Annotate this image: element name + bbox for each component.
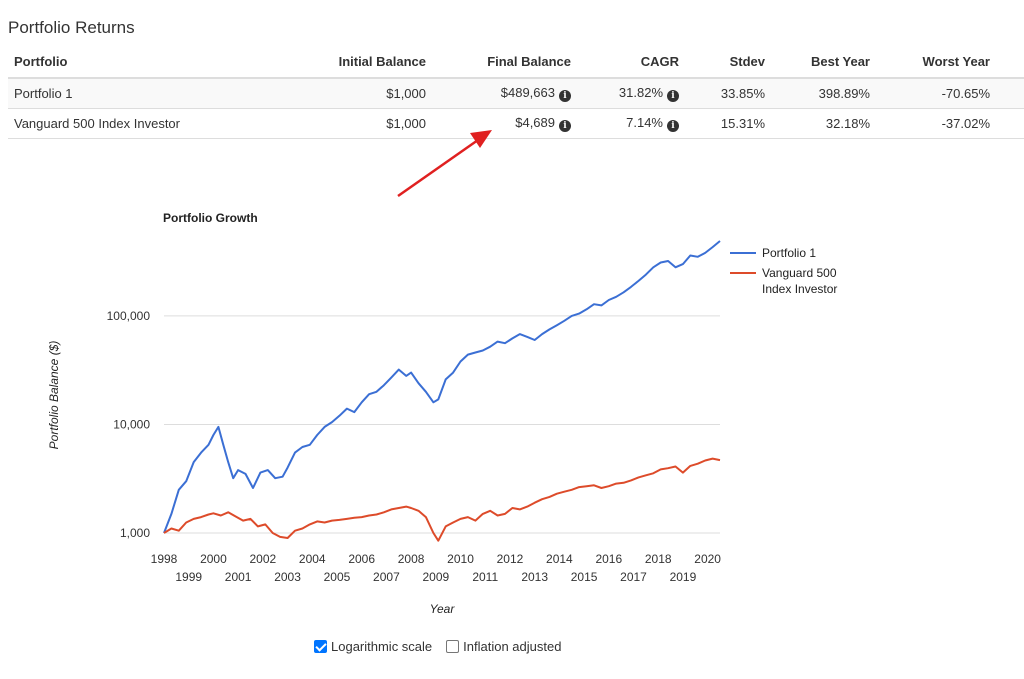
x-tick-label: 2002 xyxy=(249,552,276,566)
logarithmic-scale-checkbox[interactable] xyxy=(314,640,327,653)
best-year: 398.89% xyxy=(771,78,876,109)
x-tick-label: 2000 xyxy=(200,552,227,566)
chart-legend: Portfolio 1 Vanguard 500 Index Investor xyxy=(730,245,852,301)
info-icon[interactable]: i xyxy=(559,119,571,132)
portfolio-name: Vanguard 500 Index Investor xyxy=(8,108,238,139)
cagr: 31.82% xyxy=(618,84,663,100)
cagr-cell: 7.14% i xyxy=(577,108,685,139)
header-initial-balance: Initial Balance xyxy=(238,46,432,79)
y-tick-label: 1,000 xyxy=(120,526,150,540)
x-tick-label: 2017 xyxy=(620,570,647,584)
table-row: Vanguard 500 Index Investor $1,000 $4,68… xyxy=(8,108,1024,139)
legend-swatch xyxy=(730,272,756,274)
x-tick-label: 2014 xyxy=(546,552,573,566)
info-icon[interactable]: i xyxy=(559,89,571,102)
x-tick-label: 2016 xyxy=(595,552,622,566)
header-final-balance: Final Balance xyxy=(432,46,577,79)
portfolio-returns-table: Portfolio Initial Balance Final Balance … xyxy=(8,46,1024,139)
inflation-adjusted-option[interactable]: Inflation adjusted xyxy=(446,639,561,654)
legend-label: Portfolio 1 xyxy=(762,246,817,260)
final-balance-cell: $4,689 i xyxy=(432,108,577,139)
y-tick-label: 100,000 xyxy=(107,309,151,323)
y-tick-label: 10,000 xyxy=(113,417,150,431)
legend-label: Vanguard 500 Index Investor xyxy=(762,266,838,296)
initial-balance: $1,000 xyxy=(238,78,432,109)
y-axis-label: Portfolio Balance ($) xyxy=(47,341,61,450)
x-tick-label: 2005 xyxy=(324,570,351,584)
final-balance: $4,689 xyxy=(515,114,555,130)
x-tick-label: 2013 xyxy=(521,570,548,584)
inflation-adjusted-checkbox[interactable] xyxy=(446,640,460,653)
initial-balance: $1,000 xyxy=(238,108,432,139)
inflation-adjusted-label: Inflation adjusted xyxy=(463,639,562,654)
legend-swatch xyxy=(730,252,756,254)
x-tick-label: 2018 xyxy=(645,552,672,566)
x-tick-label: 2012 xyxy=(497,552,524,566)
x-tick-label: 2004 xyxy=(299,552,326,566)
x-tick-label: 1999 xyxy=(175,570,202,584)
x-axis-ticks: 1998 1999 2000 2001 2002 2003 2004 2005 2006 2007… xyxy=(151,552,722,584)
table-header-row: Portfolio Initial Balance Final Balance … xyxy=(8,46,1024,79)
legend-item-vanguard-500[interactable]: Vanguard 500 Index Investor xyxy=(730,265,852,297)
logarithmic-scale-label: Logarithmic scale xyxy=(331,639,433,654)
x-tick-label: 2008 xyxy=(398,552,425,566)
header-worst-year: Worst Year xyxy=(876,46,996,79)
final-balance-cell: $489,663 i xyxy=(432,78,577,109)
x-tick-label: 2006 xyxy=(348,552,375,566)
chart-series xyxy=(163,240,721,542)
chart-title: Portfolio Growth xyxy=(163,211,258,225)
x-tick-label: 2003 xyxy=(274,570,301,584)
y-axis-ticks: 1,000 10,000 100,000 xyxy=(107,309,151,540)
info-icon[interactable]: i xyxy=(667,119,679,132)
x-tick-label: 2009 xyxy=(422,570,449,584)
x-tick-label: 2001 xyxy=(225,570,252,584)
x-tick-label: 2015 xyxy=(571,570,598,584)
x-axis-label: Year xyxy=(430,602,456,616)
section-title: Portfolio Returns xyxy=(8,18,135,37)
header-stdev: Stdev xyxy=(685,46,771,79)
x-tick-label: 2011 xyxy=(472,570,498,584)
worst-year: -70.65% xyxy=(876,78,996,109)
chart-gridlines xyxy=(164,315,720,534)
header-best-year: Best Year xyxy=(771,46,876,79)
x-tick-label: 2007 xyxy=(373,570,400,584)
chart-options: Logarithmic scale Inflation adjusted xyxy=(314,639,575,654)
x-tick-label: 2010 xyxy=(447,552,474,566)
series-line-portfolio-1 xyxy=(163,240,721,534)
cagr: 7.14% xyxy=(626,114,663,130)
best-year: 32.18% xyxy=(771,108,876,139)
legend-item-portfolio-1[interactable]: Portfolio 1 xyxy=(730,245,852,261)
logarithmic-scale-option[interactable]: Logarithmic scale xyxy=(314,639,432,654)
series-line-vanguard-500 xyxy=(163,457,721,542)
final-balance: $489,663 xyxy=(500,84,555,100)
stdev: 15.31% xyxy=(685,108,771,139)
cagr-cell: 31.82% i xyxy=(577,78,685,109)
x-tick-label: 2019 xyxy=(670,570,697,584)
header-cagr: CAGR xyxy=(577,46,685,79)
info-icon[interactable]: i xyxy=(667,89,679,102)
table-row: Portfolio 1 $1,000 $489,663 i 31.82% i 33.… xyxy=(8,78,1024,109)
header-portfolio: Portfolio xyxy=(8,46,238,79)
portfolio-name: Portfolio 1 xyxy=(8,78,238,109)
stdev: 33.85% xyxy=(685,78,771,109)
worst-year: -37.02% xyxy=(876,108,996,139)
x-tick-label: 2020 xyxy=(694,552,721,566)
x-tick-label: 1998 xyxy=(151,552,178,566)
